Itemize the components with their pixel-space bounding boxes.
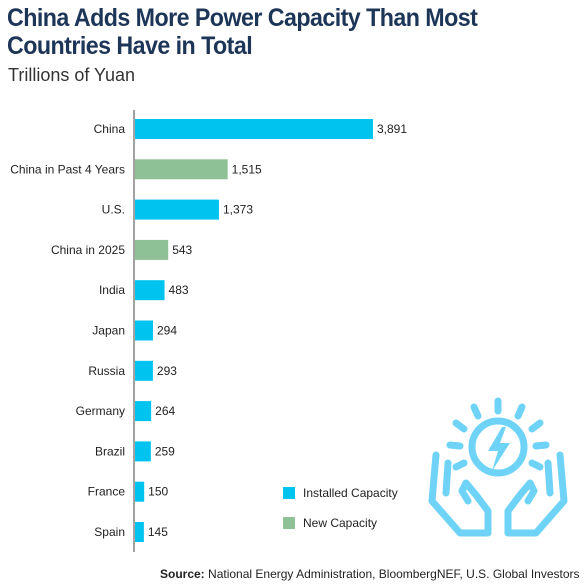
- category-label-6: Russia: [88, 364, 125, 378]
- value-label-1: 1,515: [232, 162, 262, 176]
- value-label-10: 145: [148, 525, 168, 539]
- category-label-1: China in Past 4 Years: [10, 162, 125, 176]
- value-label-9: 150: [148, 485, 168, 499]
- category-label-7: Germany: [76, 404, 125, 418]
- bar-9: [135, 481, 145, 502]
- category-label-8: Brazil: [95, 444, 125, 458]
- bar-10: [135, 522, 144, 542]
- bar-6: [135, 360, 153, 381]
- chart-subtitle: Trillions of Yuan: [8, 65, 136, 85]
- value-label-4: 483: [169, 283, 189, 297]
- legend-item-installed: Installed Capacity: [283, 486, 398, 500]
- chart-title: China Adds More Power Capacity Than Most…: [7, 4, 478, 60]
- category-label-9: France: [88, 485, 126, 499]
- value-label-8: 259: [155, 444, 175, 458]
- source-text: National Energy Administration, Bloomber…: [208, 567, 580, 581]
- bar-1: [135, 159, 228, 180]
- legend-swatch-new: [283, 517, 295, 529]
- bar-4: [135, 280, 165, 301]
- source-label: Source:: [160, 567, 205, 581]
- hands-lightning-icon: [428, 397, 568, 537]
- value-label-2: 1,373: [223, 203, 253, 217]
- category-label-0: China: [94, 122, 126, 136]
- legend-label-new: New Capacity: [303, 516, 378, 530]
- category-label-3: China in 2025: [51, 243, 125, 257]
- legend: Installed Capacity New Capacity: [283, 486, 398, 546]
- bar-0: [135, 119, 373, 139]
- bar-3: [135, 239, 169, 260]
- value-label-6: 293: [157, 364, 177, 378]
- legend-item-new: New Capacity: [283, 516, 398, 530]
- bar-chart: China 3,891 China in Past 4 Years 1,515 U.S.…: [10, 110, 407, 552]
- category-label-2: U.S.: [102, 203, 125, 217]
- category-label-10: Spain: [94, 525, 125, 539]
- source-note: Source: National Energy Administration, …: [160, 567, 580, 581]
- bar-2: [135, 199, 219, 220]
- bar-5: [135, 320, 153, 341]
- category-label-4: India: [99, 283, 125, 297]
- value-label-0: 3,891: [377, 122, 407, 136]
- bar-8: [135, 441, 151, 462]
- value-label-7: 264: [155, 404, 175, 418]
- legend-label-installed: Installed Capacity: [303, 486, 398, 500]
- value-label-5: 294: [157, 324, 177, 338]
- value-label-3: 543: [172, 243, 192, 257]
- category-label-5: Japan: [92, 324, 125, 338]
- bar-7: [135, 401, 152, 422]
- legend-swatch-installed: [283, 487, 295, 499]
